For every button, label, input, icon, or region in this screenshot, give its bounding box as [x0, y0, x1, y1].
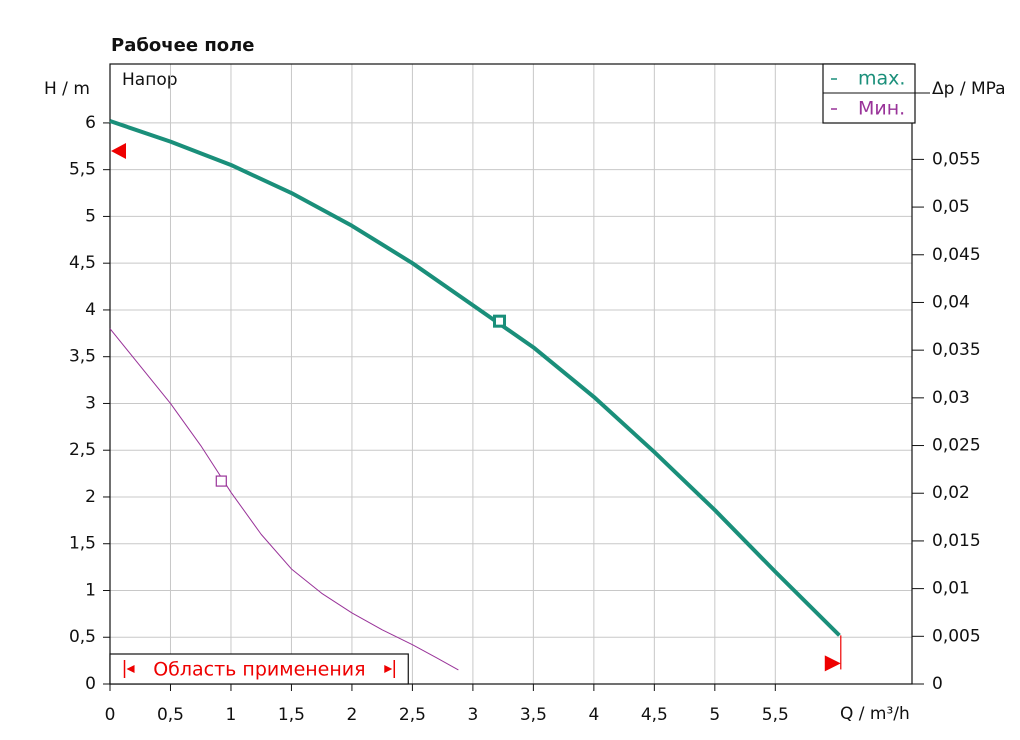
x-tick-label: 5,5	[762, 705, 789, 725]
x-pointer	[824, 655, 841, 672]
y-annotation: Напор	[122, 70, 178, 90]
y2-tick-label: 0,035	[932, 340, 981, 360]
y2-tick-label: 0,04	[932, 292, 970, 312]
x-tick-label: 1,5	[278, 705, 305, 725]
y-tick-label: 2	[85, 487, 96, 507]
y-tick-label: 0	[85, 674, 96, 694]
operating-point	[493, 314, 507, 328]
x-tick-label: 0	[105, 705, 116, 725]
range-arrow	[384, 665, 393, 673]
y2-tick-label: 0,055	[932, 149, 981, 169]
y2-tick-label: 0,03	[932, 388, 970, 408]
y-tick-label: 5,5	[69, 160, 96, 180]
y-tick-label: 1	[85, 580, 96, 600]
y-tick-label: 3,5	[69, 347, 96, 367]
y-tick-label: 0,5	[69, 627, 96, 647]
y-tick-label: 4,5	[69, 253, 96, 273]
curve	[109, 328, 459, 671]
y2-tick-label: 0,025	[932, 436, 981, 456]
x-tick-label: 4	[588, 705, 599, 725]
y2-tick-label: 0,01	[932, 579, 970, 599]
x-tick-label: 3,5	[520, 705, 547, 725]
x-tick-label: 2	[347, 705, 358, 725]
y-tick-label: 4	[85, 300, 96, 320]
x-tick-label: 5	[709, 705, 720, 725]
range-box	[109, 653, 409, 685]
legend-label: Мин.	[858, 98, 905, 120]
plot-frame	[109, 63, 913, 685]
y2-tick-label: 0	[932, 674, 943, 694]
chart-title: Рабочее поле	[111, 35, 255, 56]
x-tick-label: 4,5	[641, 705, 668, 725]
y2-tick-label: 0,045	[932, 245, 981, 265]
y-tick-label: 2,5	[69, 440, 96, 460]
y2-tick-label: 0,015	[932, 531, 981, 551]
y-axis-label: H / m	[44, 79, 90, 99]
range-label: Область применения	[153, 659, 365, 681]
y2-tick-label: 0,02	[932, 483, 970, 503]
x-tick-label: 2,5	[399, 705, 426, 725]
x-tick-label: 1	[226, 705, 237, 725]
y2-tick-label: 0,05	[932, 197, 970, 217]
curve	[109, 119, 841, 637]
y2-tick-label: 0,005	[932, 626, 981, 646]
legend-label: max.	[858, 68, 905, 90]
y-tick-label: 3	[85, 393, 96, 413]
x-tick-label: 0,5	[157, 705, 184, 725]
y-tick-label: 6	[85, 113, 96, 133]
y2-axis-label: Δp / MPa	[932, 79, 1006, 99]
y-tick-label: 5	[85, 206, 96, 226]
y-pointer	[111, 142, 126, 159]
y-tick-label: 1,5	[69, 534, 96, 554]
operating-point	[215, 475, 227, 487]
range-arrow	[126, 665, 135, 673]
x-tick-label: 3	[467, 705, 478, 725]
x-axis-label: Q / m³/h	[840, 704, 910, 724]
